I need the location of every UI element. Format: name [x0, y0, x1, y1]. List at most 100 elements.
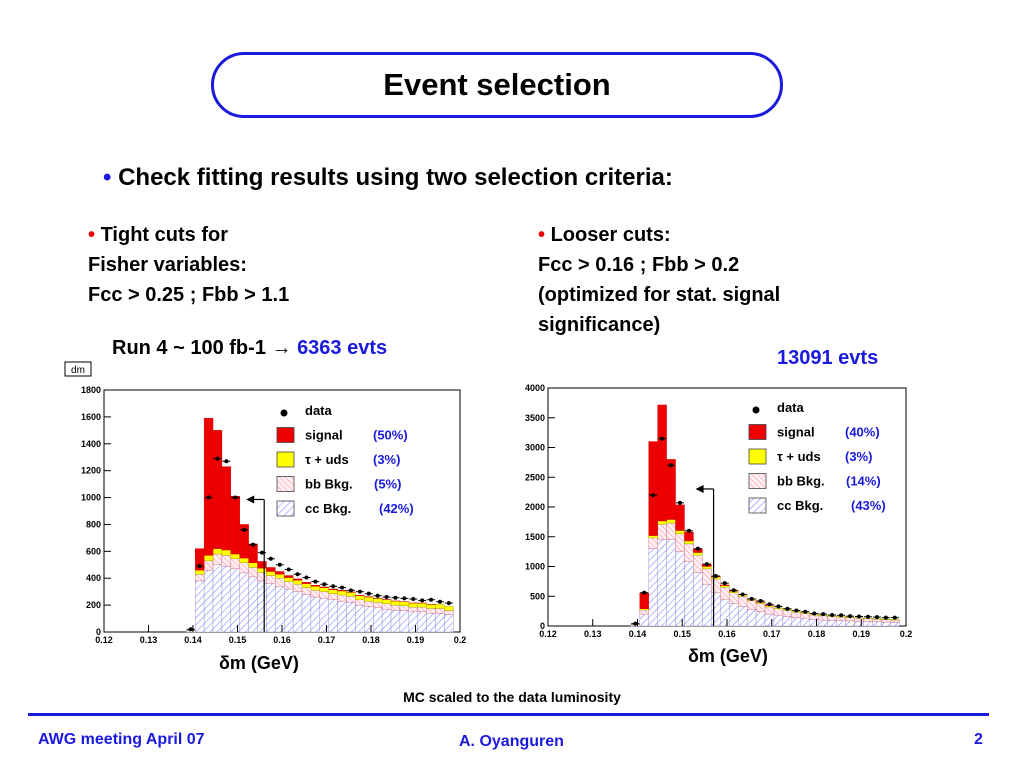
- bar-bbbkg: [257, 571, 267, 582]
- x-tick-label: 0.15: [229, 635, 247, 645]
- bar-bbbkg: [390, 604, 401, 611]
- y-tick-label: 1800: [81, 385, 101, 395]
- bar-bbbkg: [675, 533, 685, 552]
- data-point: [830, 612, 835, 617]
- bar-ccbkg: [809, 619, 819, 627]
- bar-ccbkg: [845, 620, 855, 627]
- histogram-title: dm: [71, 365, 85, 376]
- bar-ccbkg: [284, 588, 294, 633]
- legend-fraction: (50%): [373, 428, 408, 443]
- data-point: [384, 595, 389, 600]
- title-box: Event selection: [211, 52, 783, 118]
- bar-ccbkg: [666, 539, 676, 627]
- bar-bbbkg: [301, 587, 312, 595]
- bar-bbbkg: [195, 573, 205, 582]
- bar-bbbkg: [444, 610, 454, 615]
- y-tick-label: 200: [86, 600, 101, 610]
- bar-ccbkg: [221, 565, 232, 633]
- cut-arrow-head: [695, 484, 704, 493]
- bar-uds: [195, 569, 205, 575]
- bar-bbbkg: [284, 581, 294, 590]
- bar-signal: [328, 588, 338, 590]
- bar-bbbkg: [729, 592, 739, 604]
- bar-bbbkg: [746, 600, 757, 610]
- y-tick-label: 600: [86, 546, 101, 556]
- data-point: [651, 493, 656, 498]
- data-point: [633, 621, 638, 626]
- data-point: [340, 585, 345, 590]
- bar-ccbkg: [827, 620, 837, 627]
- bar-uds: [346, 592, 356, 597]
- right-line-2: Fcc > 0.16 ; Fbb > 0.2: [538, 254, 740, 276]
- left-line-2: Fisher variables:: [88, 254, 247, 276]
- legend-fraction: (43%): [851, 498, 886, 513]
- bar-ccbkg: [444, 614, 454, 633]
- bar-uds: [444, 606, 454, 611]
- bar-bbbkg: [648, 537, 658, 549]
- data-point: [322, 582, 327, 587]
- data-point: [188, 627, 193, 632]
- bar-ccbkg: [257, 580, 267, 633]
- bar-signal: [221, 466, 232, 551]
- bar-ccbkg: [417, 611, 427, 633]
- data-point: [357, 589, 362, 594]
- bar-bbbkg: [764, 606, 775, 615]
- data-point: [259, 550, 264, 555]
- bar-signal: [675, 504, 685, 531]
- x-axis-label-left: δm (GeV): [219, 653, 299, 673]
- bar-ccbkg: [319, 598, 329, 633]
- legend-label: cc Bkg.: [305, 501, 351, 516]
- bar-ccbkg: [863, 621, 873, 627]
- data-point: [242, 527, 247, 532]
- bar-ccbkg: [657, 538, 667, 627]
- bar-uds: [301, 583, 312, 588]
- data-point: [669, 463, 674, 468]
- bar-ccbkg: [292, 591, 303, 633]
- bar-signal: [292, 578, 303, 581]
- data-point: [686, 528, 691, 533]
- bar-ccbkg: [746, 609, 757, 627]
- bar-uds: [702, 566, 712, 570]
- y-tick-label: 500: [530, 591, 545, 601]
- bar-bbbkg: [737, 596, 748, 607]
- bar-ccbkg: [836, 620, 846, 627]
- bar-bbbkg: [292, 584, 303, 592]
- legend-label: bb Bkg.: [777, 474, 825, 489]
- bar-bbbkg: [720, 587, 730, 600]
- legend-fraction: (3%): [845, 449, 872, 464]
- bar-bbbkg: [809, 614, 819, 620]
- bar-signal: [230, 496, 240, 555]
- data-point: [731, 588, 736, 593]
- bar-bbbkg: [711, 578, 721, 593]
- bar-signal: [666, 459, 676, 520]
- bar-bbbkg: [435, 608, 445, 614]
- x-tick-label: 0.13: [140, 635, 158, 645]
- y-tick-label: 3000: [525, 443, 545, 453]
- bar-signal: [203, 418, 214, 556]
- bar-uds: [399, 601, 410, 606]
- legend-label: data: [305, 403, 333, 418]
- bar-ccbkg: [355, 604, 365, 633]
- bar-bbbkg: [666, 522, 676, 540]
- y-tick-label: 1000: [525, 562, 545, 572]
- y-tick-label: 1400: [81, 439, 101, 449]
- data-point: [767, 602, 772, 607]
- x-tick-label: 0.18: [362, 635, 380, 645]
- data-point: [713, 574, 718, 579]
- legend-swatch: [276, 500, 295, 517]
- data-point: [268, 556, 273, 561]
- x-tick-label: 0.12: [539, 629, 557, 639]
- bar-ccbkg: [337, 600, 347, 633]
- bar-bbbkg: [890, 619, 900, 623]
- bar-uds: [373, 598, 383, 603]
- bar-bbbkg: [657, 524, 667, 540]
- y-tick-label: 1200: [81, 466, 101, 476]
- data-point: [437, 599, 442, 604]
- y-tick-label: 0: [540, 621, 545, 631]
- bar-ccbkg: [755, 611, 766, 627]
- x-tick-label: 0.14: [184, 635, 202, 645]
- bar-bbbkg: [310, 590, 321, 598]
- data-point: [304, 575, 309, 580]
- mc-note: MC scaled to the data luminosity: [403, 689, 621, 705]
